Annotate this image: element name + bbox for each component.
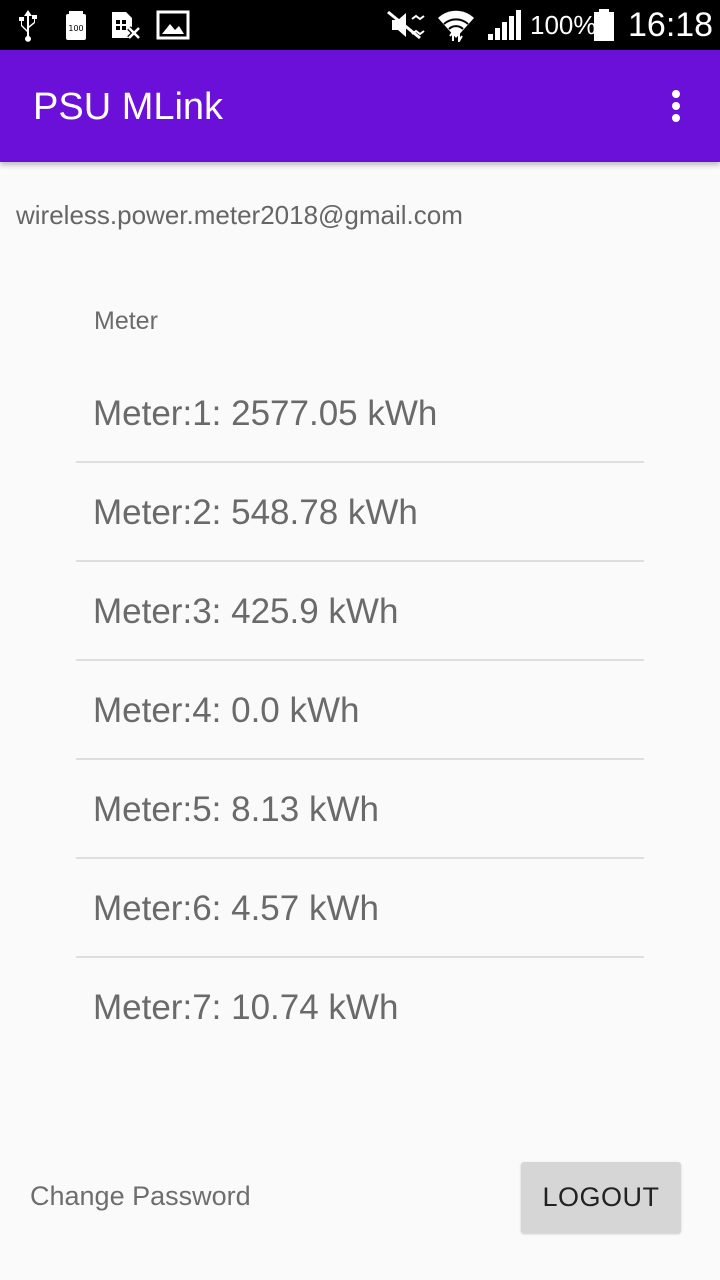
svg-text:100: 100 [68,24,83,33]
list-item[interactable]: Meter:6: 4.57 kWh [76,859,644,958]
meter-reading: Meter:4: 0.0 kWh [93,691,360,730]
app-title: PSU MLink [33,86,224,128]
meter-reading: Meter:3: 425.9 kWh [93,592,399,631]
sim-blocked-icon [112,12,141,40]
app-bar: PSU MLink [0,50,720,162]
meter-reading: Meter:7: 10.74 kWh [93,988,399,1027]
wifi-icon [438,10,474,42]
list-item[interactable]: Meter:3: 425.9 kWh [76,562,644,661]
change-password-link[interactable]: Change Password [30,1181,251,1211]
meter-list: Meter:1: 2577.05 kWh Meter:2: 548.78 kWh… [76,364,644,1055]
signal-icon [488,10,521,40]
meter-reading: Meter:2: 548.78 kWh [93,493,418,532]
meter-list-header: Meter [94,307,158,335]
image-icon [156,10,190,40]
usb-icon [19,10,37,42]
more-vert-icon[interactable] [656,84,696,128]
logout-button[interactable]: LOGOUT [521,1162,681,1233]
meter-reading: Meter:1: 2577.05 kWh [93,394,438,433]
battery-saver-icon: 100 [66,11,86,40]
list-item[interactable]: Meter:1: 2577.05 kWh [76,364,644,463]
list-item[interactable]: Meter:2: 548.78 kWh [76,463,644,562]
account-email: wireless.power.meter2018@gmail.com [16,200,463,230]
battery-percent: 100% [530,10,597,40]
battery-icon [594,9,614,41]
mute-icon [387,10,425,40]
list-item[interactable]: Meter:5: 8.13 kWh [76,760,644,859]
clock: 16:18 [628,6,714,44]
status-bar: 100 100% 16:1 [0,0,720,50]
meter-reading: Meter:5: 8.13 kWh [93,790,379,829]
meter-reading: Meter:6: 4.57 kWh [93,889,379,928]
list-item[interactable]: Meter:4: 0.0 kWh [76,661,644,760]
list-item[interactable]: Meter:7: 10.74 kWh [76,958,644,1055]
